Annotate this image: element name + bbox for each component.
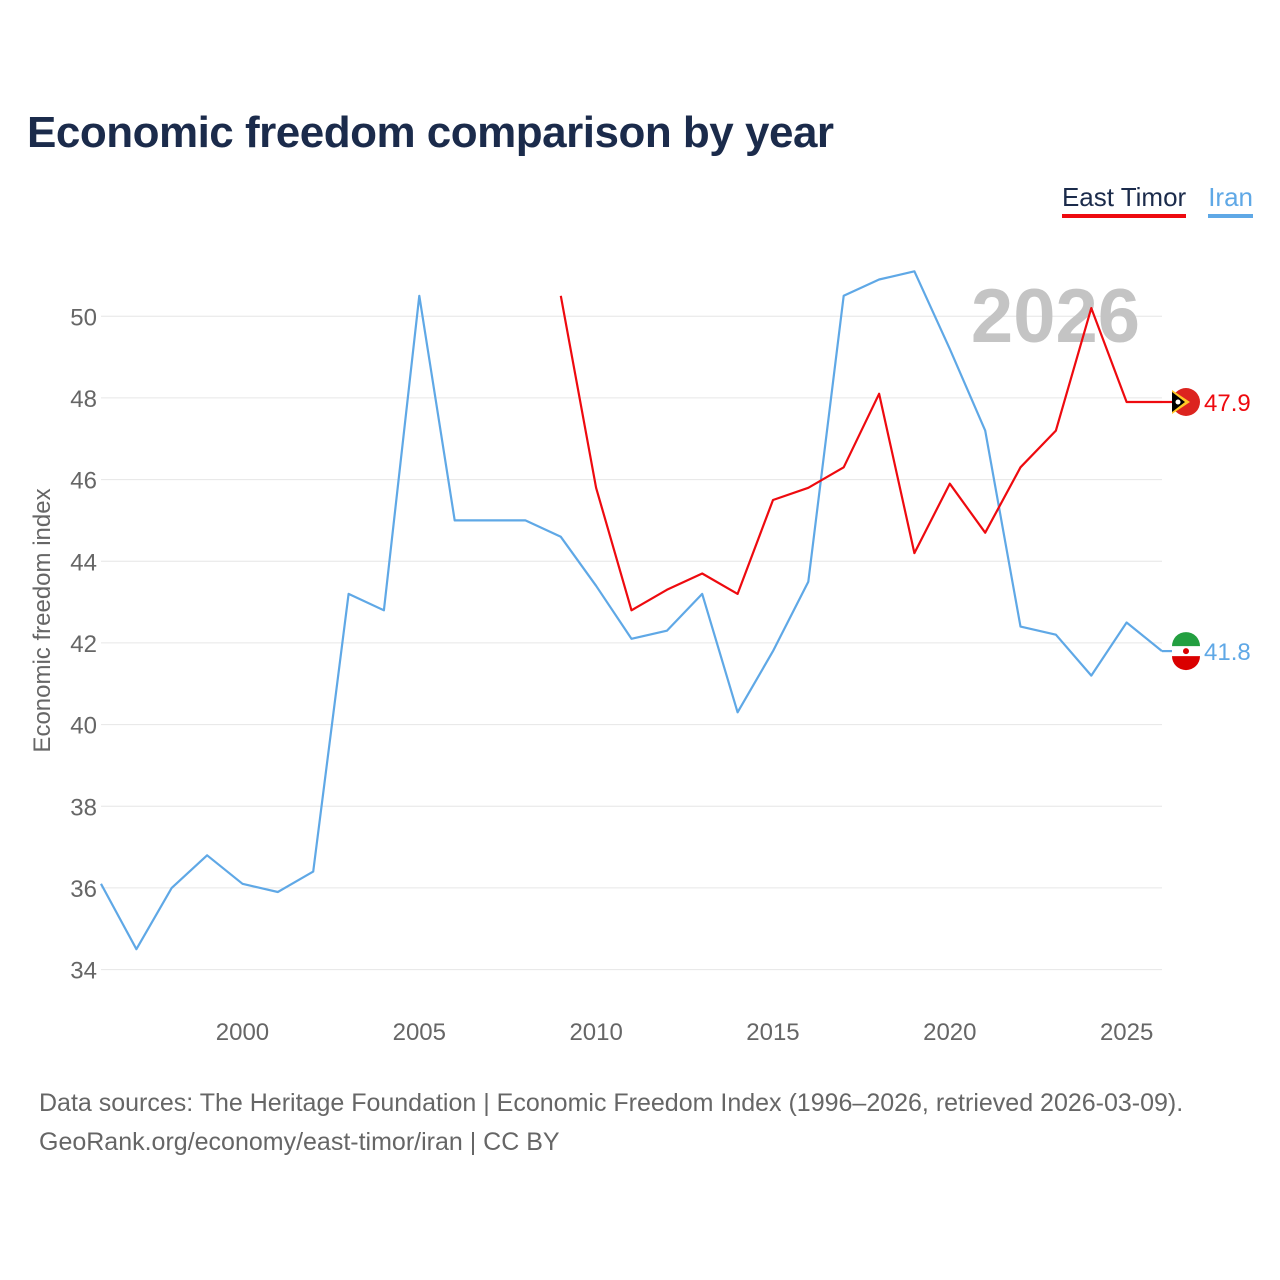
- series-line-east-timor: [559, 295, 1162, 612]
- series-line-iran: [100, 270, 1163, 951]
- y-tick-label: 42: [70, 631, 97, 658]
- y-tick-label: 44: [70, 549, 97, 576]
- x-tick-label: 2025: [1100, 1019, 1153, 1046]
- x-tick-label: 2005: [393, 1019, 446, 1046]
- attribution-link[interactable]: GeoRank.org/economy/east-timor/iran | CC…: [39, 1128, 560, 1156]
- end-value-label-iran: 41.8: [1204, 639, 1251, 666]
- legend-item-east-timor[interactable]: East Timor: [1061, 182, 1187, 218]
- data-source-note: Data sources: The Heritage Foundation | …: [39, 1089, 1184, 1117]
- footer: Data sources: The Heritage Foundation | …: [39, 1084, 1183, 1162]
- year-label: 2026: [971, 274, 1140, 359]
- iran-flag-green: [1172, 632, 1200, 647]
- y-tick-label: 34: [70, 958, 97, 985]
- y-tick-label: 46: [70, 468, 97, 495]
- legend-item-iran[interactable]: Iran: [1208, 182, 1253, 218]
- y-tick-label: 40: [70, 713, 97, 740]
- chart-title: Economic freedom comparison by year: [27, 108, 834, 157]
- iran-flag-emblem: [1183, 648, 1189, 655]
- y-axis-label: Economic freedom index: [29, 488, 56, 752]
- end-value-label-east-timor: 47.9: [1204, 390, 1251, 417]
- x-tick-label: 2010: [569, 1019, 622, 1046]
- y-tick-label: 38: [70, 794, 97, 821]
- legend: East Timor Iran: [1061, 182, 1253, 218]
- y-tick-label: 50: [70, 304, 97, 331]
- line-chart: 34 36 38 40 42 44 46 48 50 2000 2005 2010 2015 2020 20…: [29, 270, 1251, 1046]
- east-timor-flag-star: [1175, 399, 1181, 405]
- y-tick-label: 48: [70, 386, 97, 413]
- iran-flag-red: [1172, 656, 1200, 671]
- y-tick-label: 36: [70, 876, 97, 903]
- x-tick-label: 2020: [923, 1019, 976, 1046]
- x-tick-label: 2000: [216, 1019, 269, 1046]
- x-tick-label: 2015: [746, 1019, 799, 1046]
